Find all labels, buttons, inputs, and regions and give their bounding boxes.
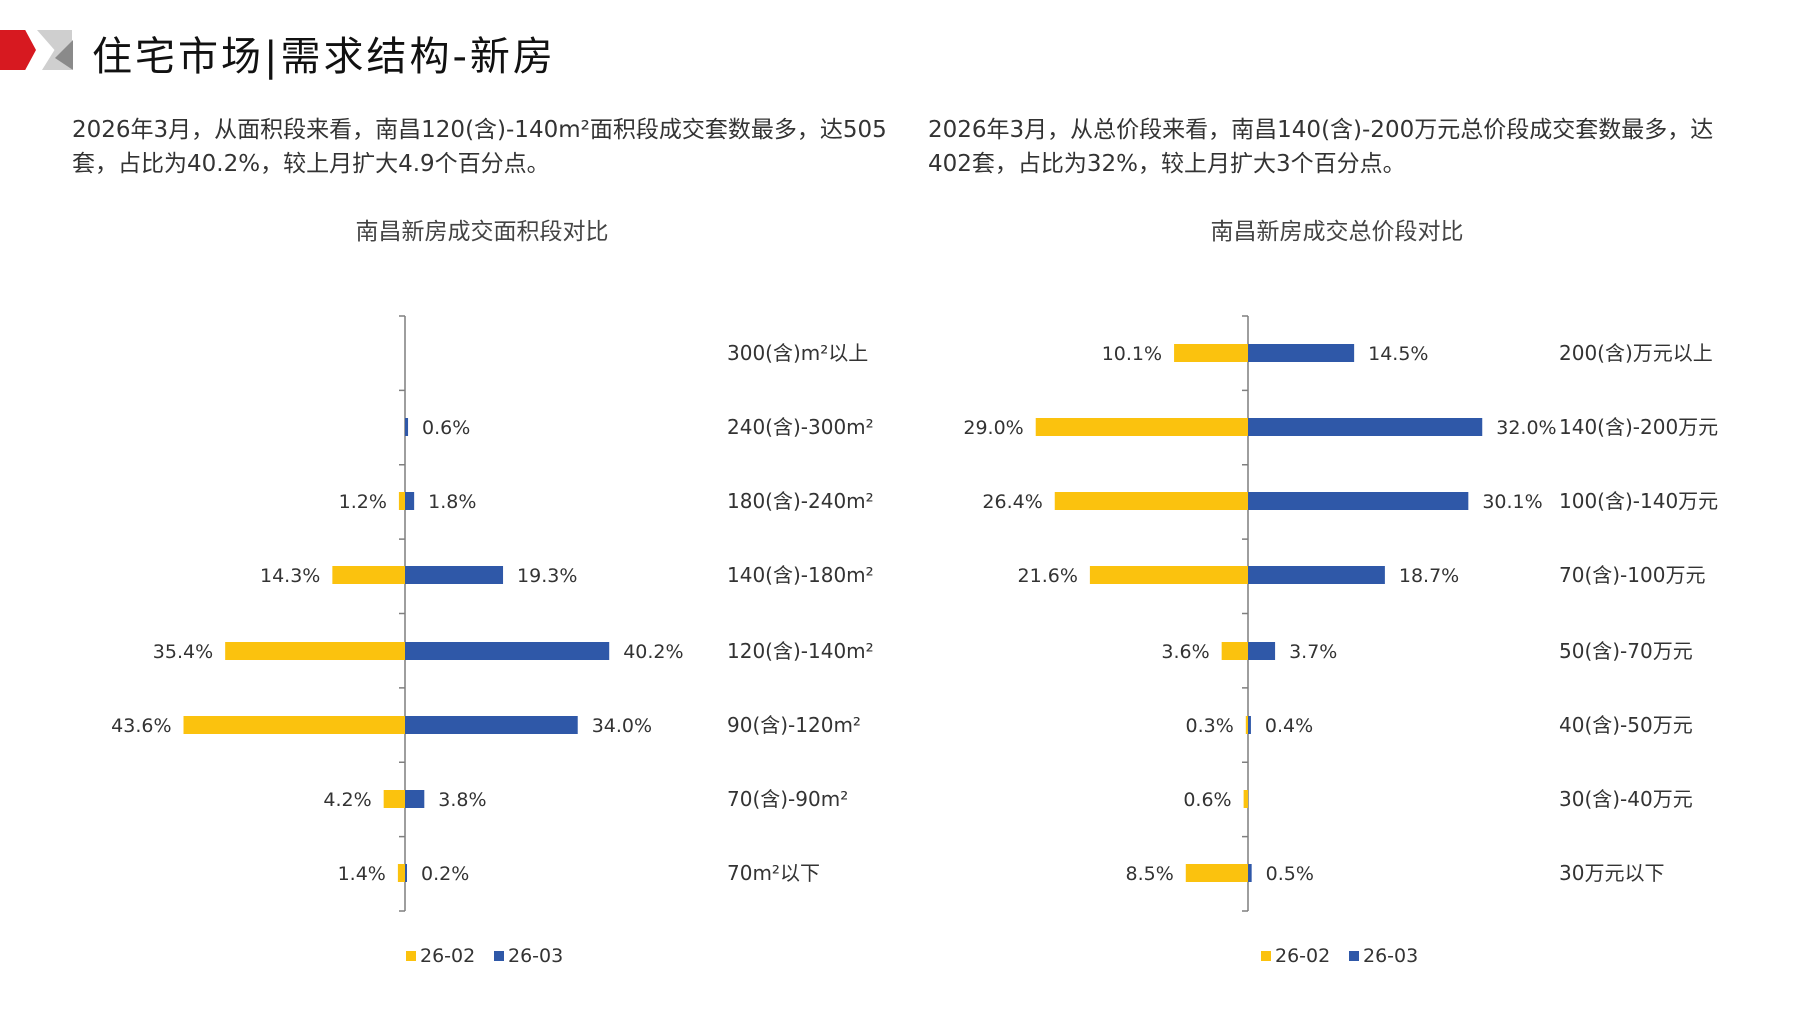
area-bar-26-02	[332, 566, 405, 584]
area-data-label-26-03: 3.8%	[438, 789, 486, 811]
area-category-label: 120(含)-140m²	[727, 639, 874, 663]
price-category-label: 30(含)-40万元	[1559, 787, 1693, 811]
price-data-label-26-02: 3.6%	[1161, 641, 1209, 663]
price-data-label-26-03: 3.7%	[1289, 641, 1337, 663]
area-data-label-26-03: 0.6%	[422, 417, 470, 439]
price-data-label-26-02: 29.0%	[963, 417, 1023, 439]
price-bar-26-02	[1243, 790, 1248, 808]
price-bar-26-03	[1248, 418, 1483, 436]
price-bar-26-02	[1174, 344, 1248, 362]
area-category-label: 180(含)-240m²	[727, 489, 874, 513]
area-data-label-26-02: 1.2%	[339, 491, 387, 513]
area-category-label: 90(含)-120m²	[727, 713, 861, 737]
area-bar-26-02	[225, 642, 405, 660]
price-data-label-26-03: 18.7%	[1399, 565, 1459, 587]
price-category-label: 100(含)-140万元	[1559, 489, 1718, 513]
area-data-label-26-03: 0.2%	[421, 863, 469, 885]
price-legend-label-26-03: 26-03	[1363, 945, 1418, 967]
price-bar-26-03	[1248, 642, 1276, 660]
area-data-label-26-02: 14.3%	[260, 565, 320, 587]
price-category-label: 30万元以下	[1559, 861, 1664, 885]
area-data-label-26-03: 34.0%	[592, 715, 652, 737]
page-title: 住宅市场|需求结构-新房	[92, 34, 556, 80]
price-bar-26-03	[1248, 344, 1355, 362]
area-legend-swatch-26-03	[494, 951, 504, 961]
area-bar-26-03	[405, 642, 610, 660]
price-legend-label-26-02: 26-02	[1275, 945, 1330, 967]
area-bar-26-02	[383, 790, 405, 808]
price-data-label-26-03: 32.0%	[1496, 417, 1556, 439]
price-bar-26-03	[1248, 716, 1251, 734]
right-chart-title: 南昌新房成交总价段对比	[1210, 219, 1464, 245]
area-category-label: 70m²以下	[727, 861, 820, 885]
price-bar-26-02	[1089, 566, 1248, 584]
area-bar-26-03	[405, 566, 504, 584]
price-category-label: 40(含)-50万元	[1559, 713, 1693, 737]
area-category-label: 300(含)m²以上	[727, 341, 868, 365]
price-data-label-26-02: 10.1%	[1102, 343, 1162, 365]
price-data-label-26-03: 0.5%	[1266, 863, 1314, 885]
price-data-label-26-03: 14.5%	[1368, 343, 1428, 365]
area-data-label-26-02: 1.4%	[338, 863, 386, 885]
area-bar-26-03	[405, 418, 409, 436]
area-data-label-26-02: 4.2%	[323, 789, 371, 811]
price-data-label-26-03: 0.4%	[1265, 715, 1313, 737]
price-data-label-26-03: 30.1%	[1482, 491, 1542, 513]
area-data-label-26-02: 35.4%	[153, 641, 213, 663]
area-bar-26-03	[405, 716, 578, 734]
price-legend-swatch-26-03	[1349, 951, 1359, 961]
area-legend-label-26-03: 26-03	[508, 945, 563, 967]
area-data-label-26-02: 43.6%	[111, 715, 171, 737]
area-bar-26-02	[397, 864, 405, 882]
area-bar-26-02	[183, 716, 405, 734]
price-bar-26-02	[1054, 492, 1248, 510]
left-description: 2026年3月，从面积段来看，南昌120(含)-140m²面积段成交套数最多，达…	[72, 117, 887, 177]
area-bar-26-02	[398, 492, 405, 510]
price-legend-swatch-26-02	[1261, 951, 1271, 961]
price-data-label-26-02: 26.4%	[982, 491, 1042, 513]
right-description: 2026年3月，从总价段来看，南昌140(含)-200万元总价段成交套数最多，达…	[928, 117, 1714, 177]
area-data-label-26-03: 1.8%	[428, 491, 476, 513]
price-category-label: 70(含)-100万元	[1559, 563, 1705, 587]
price-bar-26-02	[1245, 716, 1248, 734]
price-data-label-26-02: 0.3%	[1186, 715, 1234, 737]
price-category-label: 200(含)万元以上	[1559, 341, 1713, 365]
price-bar-26-03	[1248, 492, 1469, 510]
left-chart-title: 南昌新房成交面积段对比	[355, 219, 609, 245]
price-bar-26-03	[1248, 864, 1252, 882]
area-bar-26-03	[405, 790, 425, 808]
area-category-label: 240(含)-300m²	[727, 415, 874, 439]
price-bar-26-02	[1221, 642, 1248, 660]
price-bar-26-03	[1248, 566, 1385, 584]
price-category-label: 140(含)-200万元	[1559, 415, 1718, 439]
area-category-label: 140(含)-180m²	[727, 563, 874, 587]
area-data-label-26-03: 19.3%	[517, 565, 577, 587]
price-data-label-26-02: 8.5%	[1125, 863, 1173, 885]
price-category-label: 50(含)-70万元	[1559, 639, 1693, 663]
price-bar-26-02	[1185, 864, 1248, 882]
area-legend-label-26-02: 26-02	[420, 945, 475, 967]
area-bar-26-03	[405, 864, 407, 882]
price-bar-26-02	[1035, 418, 1248, 436]
area-category-label: 70(含)-90m²	[727, 787, 848, 811]
price-data-label-26-02: 0.6%	[1183, 789, 1231, 811]
price-data-label-26-02: 21.6%	[1018, 565, 1078, 587]
area-legend-swatch-26-02	[406, 951, 416, 961]
area-bar-26-03	[405, 492, 415, 510]
area-data-label-26-03: 40.2%	[623, 641, 683, 663]
